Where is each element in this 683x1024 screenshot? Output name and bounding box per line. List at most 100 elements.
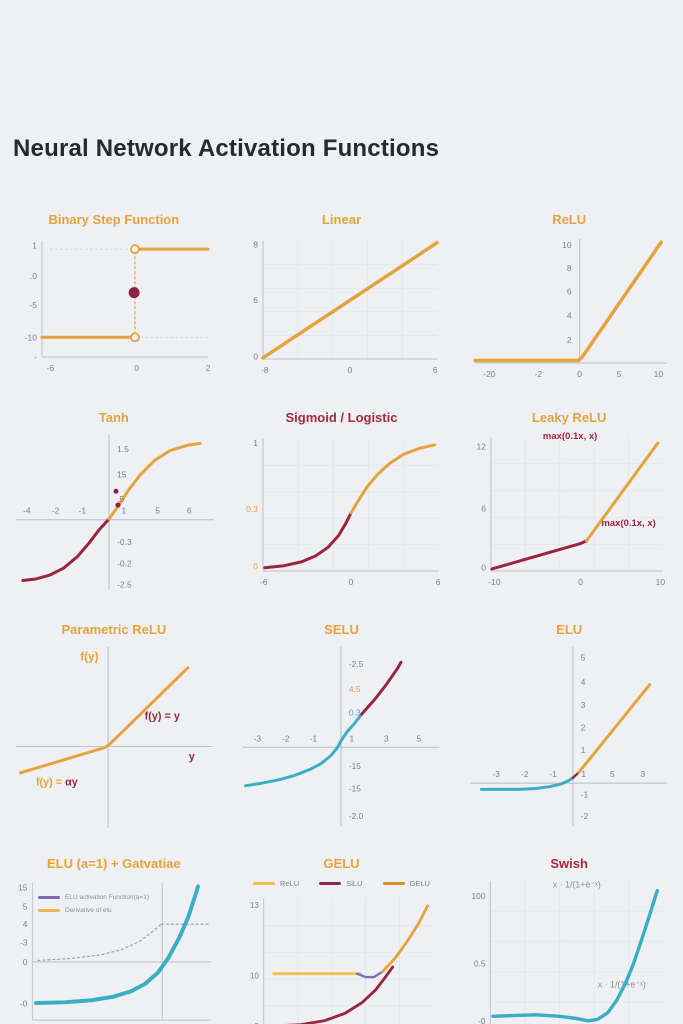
svg-text:-1: -1 bbox=[78, 506, 86, 516]
chart-selu: SELU -2.5 4.5 0.3 -15 -15 -2.0 -3 -2 -1 1 3 5 bbox=[228, 602, 456, 834]
svg-text:0.3: 0.3 bbox=[349, 707, 361, 717]
chart-linear: Linear 8 6 0 -8 0 6 bbox=[228, 198, 456, 395]
chart-swish: Swish 100 0.5 -0 x · 1/(1+e⁻ˣ) x · 1/(1+e⁻ˣ) bbox=[455, 834, 683, 1024]
chart-elu-derivative: ELU (a=1) + Gatvatiae ELU activation Fun… bbox=[0, 834, 228, 1024]
chart-parametric-relu: Parametric ReLU f(y) f(y) = y y f(y) = αy bbox=[0, 602, 228, 834]
svg-text:100: 100 bbox=[472, 891, 486, 901]
svg-text:0: 0 bbox=[254, 352, 259, 362]
chart-title: GELU bbox=[323, 856, 360, 871]
svg-text:6: 6 bbox=[433, 365, 438, 375]
chart-binary-step: Binary Step Function 1 .0 -5 -10 - -6 0 2 bbox=[0, 198, 228, 395]
svg-text:1: 1 bbox=[121, 506, 126, 516]
svg-text:-8: -8 bbox=[261, 365, 269, 375]
chart-title: SELU bbox=[324, 622, 359, 637]
chart-title: ReLU bbox=[552, 212, 587, 227]
chart-title: ELU (a=1) + Gatvatiae bbox=[46, 856, 181, 871]
legend-swatch bbox=[319, 882, 342, 885]
svg-text:0: 0 bbox=[481, 563, 486, 573]
svg-text:-2.0: -2.0 bbox=[349, 811, 364, 821]
chart-title: Linear bbox=[321, 212, 361, 227]
svg-text:10: 10 bbox=[656, 577, 666, 587]
legend-label: ELU activation Function(a=1) bbox=[65, 894, 150, 901]
legend-swatch bbox=[38, 896, 60, 899]
svg-text:15: 15 bbox=[117, 469, 127, 479]
chart-elu: ELU 5 4 3 2 1 -1 -2 -3 -2 -1 1 5 3 bbox=[455, 602, 683, 834]
chart-relu: ReLU 10 8 6 4 2 -20 -2 0 5 10 bbox=[455, 198, 683, 395]
chart-title: Leaky ReLU bbox=[531, 410, 607, 425]
chart-title: Tanh bbox=[98, 410, 129, 425]
chart-sigmoid: Sigmoid / Logistic 1 0.3 0 -6 0 6 bbox=[228, 395, 456, 602]
svg-text:4: 4 bbox=[581, 677, 586, 687]
svg-text:3: 3 bbox=[641, 769, 646, 779]
chart-grid: Binary Step Function 1.0 -5 -10- -6 0 2 Linea… bbox=[0, 198, 683, 1024]
svg-text:5: 5 bbox=[617, 369, 622, 379]
svg-text:-3: -3 bbox=[252, 1022, 260, 1024]
svg-text:4: 4 bbox=[567, 310, 572, 320]
svg-text:-10: -10 bbox=[488, 577, 501, 587]
svg-text:8: 8 bbox=[567, 263, 572, 273]
sigmoid-plot: 10.30-6 0 6 bbox=[247, 438, 442, 587]
svg-text:max(0.1x, x): max(0.1x, x) bbox=[602, 518, 656, 529]
svg-text:1: 1 bbox=[350, 733, 355, 743]
svg-text:2: 2 bbox=[205, 363, 210, 373]
svg-text:-2: -2 bbox=[52, 506, 60, 516]
svg-text:6: 6 bbox=[254, 295, 259, 305]
legend-item: Derivative of elu bbox=[38, 907, 149, 914]
svg-text:0.5: 0.5 bbox=[474, 958, 486, 968]
legend-label: ReLU bbox=[280, 879, 300, 888]
svg-text:0: 0 bbox=[23, 957, 28, 967]
svg-text:-2.5: -2.5 bbox=[349, 659, 364, 669]
svg-text:1: 1 bbox=[582, 769, 587, 779]
legend-label: SiLU bbox=[346, 879, 363, 888]
svg-text:-6: -6 bbox=[261, 577, 269, 587]
svg-text:-1: -1 bbox=[550, 769, 558, 779]
svg-text:y: y bbox=[189, 751, 195, 763]
svg-text:0: 0 bbox=[578, 577, 583, 587]
svg-text:-15: -15 bbox=[349, 783, 361, 793]
svg-text:0: 0 bbox=[577, 369, 582, 379]
legend-swatch bbox=[382, 882, 405, 885]
svg-text:-0.2: -0.2 bbox=[117, 559, 132, 569]
svg-text:-0: -0 bbox=[478, 1016, 486, 1024]
chart-title: Sigmoid / Logistic bbox=[285, 410, 398, 425]
page-title: Neural Network Activation Functions bbox=[13, 135, 440, 162]
svg-text:6: 6 bbox=[187, 506, 192, 516]
svg-text:-0.3: -0.3 bbox=[117, 537, 132, 547]
svg-text:-2: -2 bbox=[581, 811, 589, 821]
svg-text:1: 1 bbox=[32, 241, 37, 251]
svg-text:0: 0 bbox=[254, 561, 259, 571]
swish-plot: 100 0.5 -0 x · 1/(1+e⁻ˣ) x · 1/(1+e⁻ˣ) bbox=[472, 880, 664, 1024]
svg-text:-2: -2 bbox=[521, 769, 529, 779]
linear-plot: 860-8 0 6 bbox=[254, 240, 440, 375]
tanh-plot: 1.515.5-0.3-0.2-2.5-4 -2 -1 1 5 6 bbox=[15, 435, 214, 589]
svg-text:4: 4 bbox=[23, 919, 28, 929]
svg-text:-4: -4 bbox=[23, 506, 31, 516]
svg-text:5: 5 bbox=[610, 769, 615, 779]
svg-text:f(y) = y: f(y) = y bbox=[144, 710, 179, 722]
parametric-relu-plot: f(y) f(y) = y y f(y) = αy bbox=[15, 646, 213, 829]
legend-item: ELU activation Function(a=1) bbox=[38, 894, 149, 901]
chart-title: Swish bbox=[550, 856, 588, 871]
svg-text:-3: -3 bbox=[493, 769, 501, 779]
svg-text:5: 5 bbox=[23, 901, 28, 911]
svg-text:6: 6 bbox=[436, 577, 441, 587]
svg-text:4.5: 4.5 bbox=[349, 684, 361, 694]
svg-text:-2.5: -2.5 bbox=[117, 579, 132, 589]
svg-text:8: 8 bbox=[254, 240, 259, 250]
svg-text:1: 1 bbox=[254, 438, 259, 448]
legend-item: GELU bbox=[382, 879, 430, 888]
svg-text:3: 3 bbox=[384, 733, 389, 743]
legend-item: ReLU bbox=[253, 879, 299, 888]
chart-tanh: Tanh 1.5 15.5 -0.3 -0.2 -2.5 -4 -2 -1 1 5 6 bbox=[0, 395, 228, 602]
chart-title: ELU bbox=[556, 622, 583, 637]
svg-text:x · 1/(1+e⁻ˣ): x · 1/(1+e⁻ˣ) bbox=[553, 880, 601, 890]
chart-title: Parametric ReLU bbox=[61, 622, 167, 637]
svg-text:f(y): f(y) bbox=[80, 649, 98, 663]
svg-text:f(y) = αy: f(y) = αy bbox=[36, 777, 78, 789]
svg-text:6: 6 bbox=[567, 287, 572, 297]
svg-text:3: 3 bbox=[581, 700, 586, 710]
